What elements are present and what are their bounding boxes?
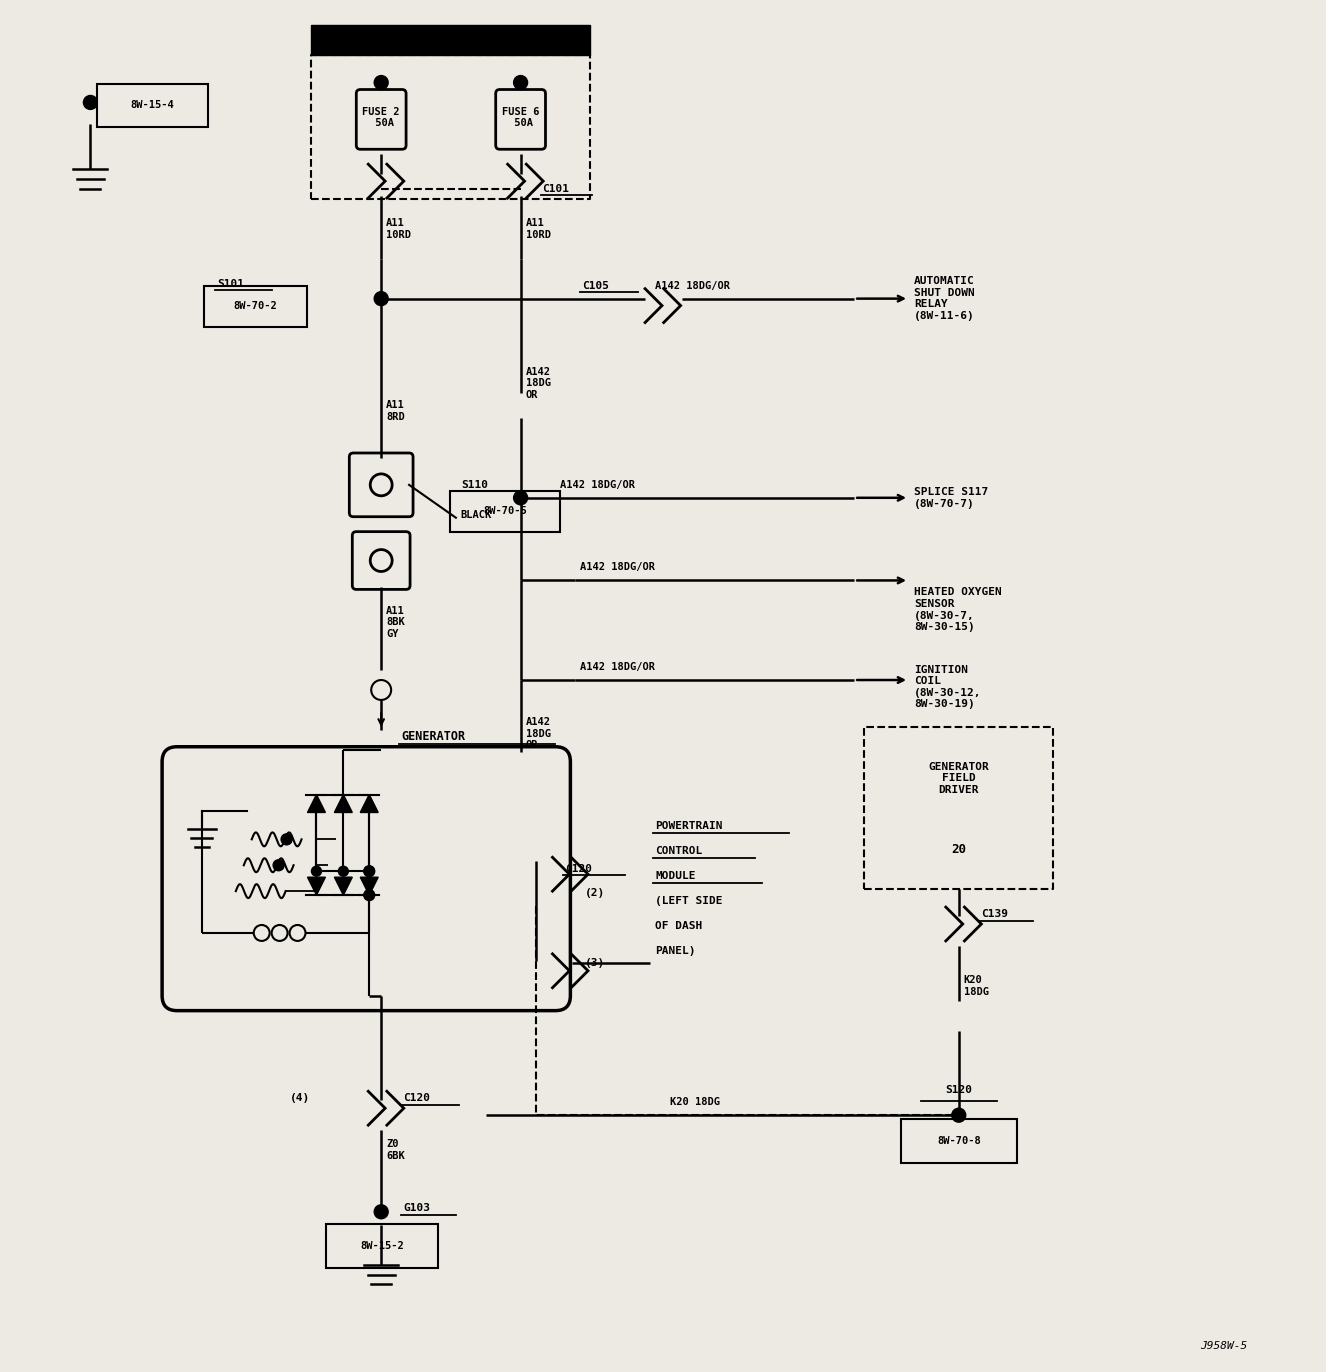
FancyBboxPatch shape: [450, 491, 561, 531]
Circle shape: [273, 860, 284, 871]
Polygon shape: [361, 877, 378, 895]
Text: 8W-70-8: 8W-70-8: [937, 1136, 981, 1146]
Text: C105: C105: [582, 281, 610, 291]
Text: S120: S120: [945, 1085, 972, 1095]
Polygon shape: [308, 877, 325, 895]
Text: A142 18DG/OR: A142 18DG/OR: [581, 563, 655, 572]
Text: C139: C139: [981, 910, 1008, 919]
Text: A11
10RD: A11 10RD: [386, 218, 411, 240]
Circle shape: [371, 681, 391, 700]
Text: FUSE 6
 50A: FUSE 6 50A: [501, 107, 540, 128]
Text: (3): (3): [585, 958, 606, 967]
Text: POWERTRAIN: POWERTRAIN: [655, 822, 723, 831]
Text: PANEL): PANEL): [655, 945, 696, 956]
Text: A11
8BK
GY: A11 8BK GY: [386, 605, 404, 639]
Text: FUSE 2
 50A: FUSE 2 50A: [362, 107, 400, 128]
Text: S110: S110: [461, 480, 488, 490]
Text: 8W-70-2: 8W-70-2: [233, 300, 277, 311]
Text: A142
18DG
OR: A142 18DG OR: [525, 718, 550, 750]
Text: SPLICE S117
(8W-70-7): SPLICE S117 (8W-70-7): [914, 487, 988, 509]
Circle shape: [952, 1109, 965, 1122]
Circle shape: [312, 866, 321, 877]
FancyBboxPatch shape: [496, 89, 545, 150]
Text: Z0
6BK: Z0 6BK: [386, 1139, 404, 1161]
Circle shape: [363, 889, 375, 900]
Text: (2): (2): [585, 888, 606, 899]
Text: J958W-5: J958W-5: [1200, 1342, 1248, 1351]
Text: A142
18DG
OR: A142 18DG OR: [525, 366, 550, 399]
Circle shape: [370, 473, 392, 495]
FancyBboxPatch shape: [900, 1120, 1017, 1163]
Polygon shape: [334, 877, 353, 895]
Text: 8W-15-2: 8W-15-2: [361, 1240, 404, 1251]
Circle shape: [365, 866, 374, 877]
Text: C101: C101: [542, 184, 569, 193]
Text: A142 18DG/OR: A142 18DG/OR: [581, 663, 655, 672]
Circle shape: [374, 292, 389, 306]
Text: (4): (4): [289, 1093, 310, 1103]
Text: MODULE: MODULE: [655, 871, 696, 881]
Polygon shape: [361, 794, 378, 812]
Circle shape: [513, 491, 528, 505]
Text: K20
18DG: K20 18DG: [964, 975, 989, 996]
FancyBboxPatch shape: [353, 531, 410, 590]
Text: A142 18DG/OR: A142 18DG/OR: [655, 281, 731, 291]
Text: S101: S101: [217, 279, 244, 288]
Circle shape: [513, 75, 528, 89]
Text: BLACK: BLACK: [461, 510, 492, 520]
Circle shape: [253, 925, 269, 941]
FancyBboxPatch shape: [349, 453, 414, 517]
Text: C120: C120: [565, 864, 593, 874]
Text: OF DASH: OF DASH: [655, 921, 703, 932]
FancyBboxPatch shape: [357, 89, 406, 150]
Text: 20: 20: [951, 842, 967, 856]
Circle shape: [374, 1205, 389, 1218]
Text: K20 18DG: K20 18DG: [670, 1098, 720, 1107]
Text: 8W-70-5: 8W-70-5: [484, 506, 528, 516]
Text: G103: G103: [403, 1203, 430, 1213]
Text: A11
10RD: A11 10RD: [525, 218, 550, 240]
Text: IGNITION
COIL
(8W-30-12,
8W-30-19): IGNITION COIL (8W-30-12, 8W-30-19): [914, 664, 981, 709]
FancyBboxPatch shape: [97, 84, 208, 128]
Text: 8W-15-4: 8W-15-4: [130, 100, 174, 110]
Text: C120: C120: [403, 1093, 430, 1103]
Text: (LEFT SIDE: (LEFT SIDE: [655, 896, 723, 906]
Polygon shape: [334, 794, 353, 812]
Circle shape: [281, 834, 292, 845]
Circle shape: [272, 925, 288, 941]
FancyBboxPatch shape: [326, 1224, 438, 1268]
Text: A11
8RD: A11 8RD: [386, 401, 404, 423]
Text: AUTOMATIC
SHUT DOWN
RELAY
(8W-11-6): AUTOMATIC SHUT DOWN RELAY (8W-11-6): [914, 276, 975, 321]
Text: GENERATOR
FIELD
DRIVER: GENERATOR FIELD DRIVER: [928, 761, 989, 794]
FancyBboxPatch shape: [204, 285, 308, 327]
Circle shape: [289, 925, 305, 941]
Circle shape: [338, 866, 349, 877]
Text: A142 18DG/OR: A142 18DG/OR: [561, 480, 635, 490]
Circle shape: [363, 866, 375, 877]
Circle shape: [374, 75, 389, 89]
Text: HEATED OXYGEN
SENSOR
(8W-30-7,
8W-30-15): HEATED OXYGEN SENSOR (8W-30-7, 8W-30-15): [914, 587, 1001, 632]
Text: GENERATOR: GENERATOR: [400, 730, 465, 744]
FancyBboxPatch shape: [162, 746, 570, 1011]
Bar: [312, 25, 590, 55]
Text: CONTROL: CONTROL: [655, 847, 703, 856]
Circle shape: [370, 550, 392, 572]
Circle shape: [84, 96, 97, 110]
Polygon shape: [308, 794, 325, 812]
